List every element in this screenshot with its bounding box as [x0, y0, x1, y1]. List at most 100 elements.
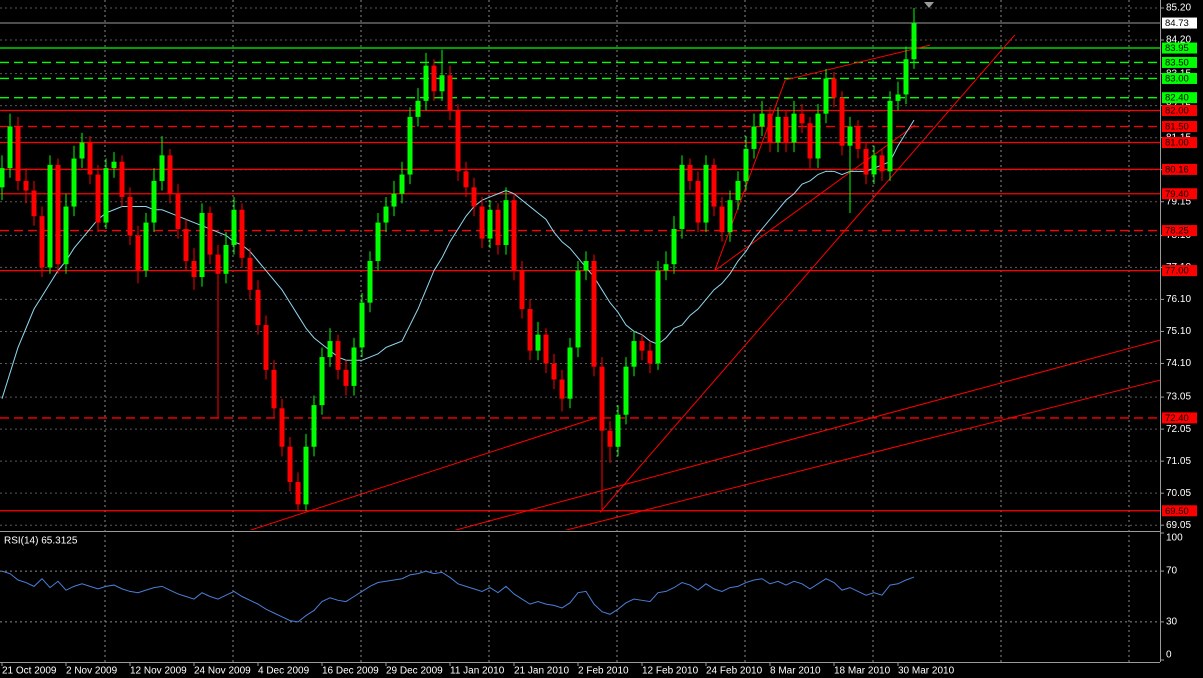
y-tick-label: 69.05 — [1166, 520, 1191, 531]
level-label: 83.95 — [1165, 43, 1189, 54]
x-tick-label: 4 Dec 2009 — [258, 666, 310, 677]
candle-body — [87, 142, 93, 175]
x-tick-label: 12 Feb 2010 — [642, 666, 699, 677]
candle-body — [279, 408, 285, 447]
candle-body — [39, 216, 45, 268]
candle-body — [799, 113, 805, 124]
level-label-box — [1162, 104, 1197, 116]
y-tick-label: 79.15 — [1166, 196, 1191, 207]
candle-body — [191, 260, 197, 278]
shift-marker — [924, 2, 934, 8]
level-label-box — [1162, 72, 1197, 84]
level-label-box — [1162, 120, 1197, 132]
candle-body — [303, 446, 309, 505]
level-label-box — [1162, 505, 1197, 517]
candle-body — [735, 180, 741, 201]
trendline — [565, 379, 1160, 530]
candle-body — [847, 126, 853, 146]
candle-body — [55, 164, 61, 265]
candle-body — [527, 309, 533, 351]
candle-body — [399, 174, 405, 194]
level-label: 77.00 — [1165, 266, 1189, 277]
candle-body — [183, 228, 189, 261]
rsi-line — [1, 570, 915, 623]
trendline — [249, 417, 595, 530]
candle-body — [255, 289, 261, 326]
x-tick-label: 21 Oct 2009 — [2, 666, 57, 677]
candle-body — [631, 341, 637, 367]
candle-body — [591, 260, 597, 367]
candle-body — [775, 116, 781, 143]
candle-body — [375, 222, 381, 261]
candle-body — [647, 350, 653, 364]
candle-body — [471, 187, 477, 207]
candle-body — [119, 161, 125, 197]
trendline — [454, 339, 1160, 530]
candle-body — [63, 206, 69, 265]
candle-body — [559, 379, 565, 399]
level-label-box — [1162, 163, 1197, 175]
x-tick-label: 21 Jan 2010 — [514, 666, 569, 677]
x-tick-label: 18 Mar 2010 — [834, 666, 891, 677]
candle-body — [383, 206, 389, 223]
candle-body — [215, 254, 221, 274]
candle-body — [855, 126, 861, 149]
rsi-y-tick-label: 0 — [1166, 650, 1172, 661]
candle-body — [199, 212, 205, 278]
trendline — [599, 34, 1016, 513]
candle-body — [287, 446, 293, 482]
level-label: 79.40 — [1165, 189, 1189, 200]
y-tick-label: 73.05 — [1166, 392, 1191, 403]
candle-body — [703, 164, 709, 223]
price-panel — [0, 7, 1160, 530]
candle-body — [711, 164, 717, 207]
candle-body — [743, 148, 749, 181]
trendline — [714, 124, 916, 272]
candle-body — [207, 212, 213, 255]
level-label-box — [1162, 56, 1197, 68]
candle-body — [639, 341, 645, 351]
candle-body — [71, 158, 77, 207]
candle-body — [671, 228, 677, 265]
level-label-box — [1162, 92, 1197, 104]
level-label-box — [1162, 188, 1197, 200]
candle-body — [815, 113, 821, 159]
rsi-y-tick-label: 70 — [1166, 566, 1178, 577]
level-label: 82.00 — [1165, 105, 1189, 116]
level-label-box — [1162, 412, 1197, 424]
y-tick-label: 76.10 — [1166, 294, 1191, 305]
candle-body — [687, 164, 693, 181]
candle-body — [679, 164, 685, 229]
level-label-box — [1162, 225, 1197, 237]
candle-body — [791, 113, 797, 143]
candle-body — [887, 100, 893, 172]
candle-body — [327, 341, 333, 358]
candle-body — [511, 200, 517, 271]
candle-body — [15, 126, 21, 181]
level-label-box — [1162, 265, 1197, 277]
candle-body — [431, 65, 437, 92]
trendline — [714, 79, 786, 271]
candle-body — [151, 180, 157, 223]
candle-body — [231, 209, 237, 245]
candle-body — [807, 123, 813, 159]
x-tick-label: 2 Nov 2009 — [66, 666, 118, 677]
candle-body — [135, 235, 141, 271]
candle-body — [359, 302, 365, 348]
candle-body — [247, 257, 253, 290]
x-tick-label: 12 Nov 2009 — [130, 666, 187, 677]
candle-body — [863, 148, 869, 175]
x-tick-label: 24 Nov 2009 — [194, 666, 251, 677]
candle-body — [871, 155, 877, 175]
candle-body — [351, 347, 357, 386]
x-tick-label: 8 Mar 2010 — [770, 666, 821, 677]
level-label-box — [1162, 137, 1197, 149]
candle-body — [751, 126, 757, 149]
candle-body — [7, 126, 13, 169]
candle-body — [439, 75, 445, 92]
level-label: 83.00 — [1165, 73, 1189, 84]
candle-body — [903, 59, 909, 95]
level-label: 81.50 — [1165, 122, 1189, 133]
candle-body — [103, 168, 109, 223]
